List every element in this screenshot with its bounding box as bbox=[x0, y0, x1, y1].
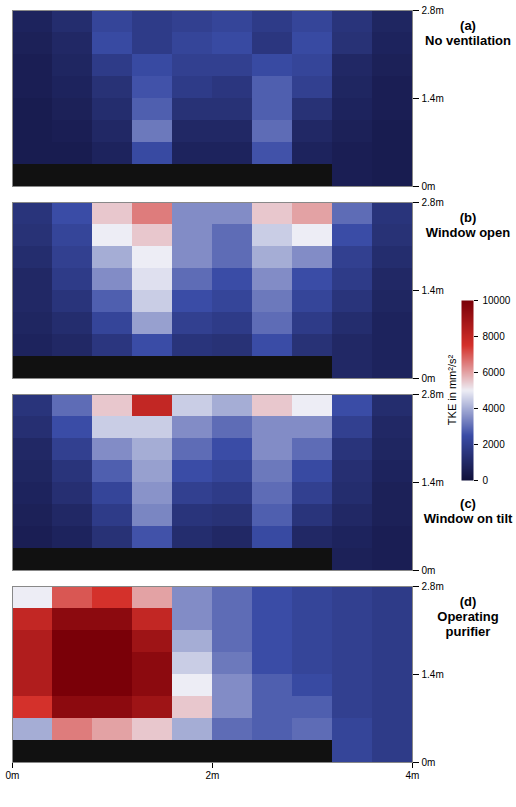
html-text:TKE in mm²/s²: TKE in mm²/s² bbox=[446, 354, 458, 426]
svg-text:8000: 8000 bbox=[483, 331, 506, 342]
svg-text:0m: 0m bbox=[422, 565, 436, 576]
svg-text:2.8m: 2.8m bbox=[422, 197, 444, 208]
svg-text:2000: 2000 bbox=[483, 439, 506, 450]
svg-text:2.8m: 2.8m bbox=[422, 389, 444, 400]
svg-text:10000: 10000 bbox=[483, 295, 511, 306]
svg-text:1.4m: 1.4m bbox=[422, 669, 444, 680]
svg-text:1.4m: 1.4m bbox=[422, 93, 444, 104]
svg-text:2m: 2m bbox=[206, 770, 220, 781]
html-text:(d): (d) bbox=[459, 594, 477, 609]
svg-text:0m: 0m bbox=[422, 757, 436, 768]
svg-text:0m: 0m bbox=[422, 181, 436, 192]
html-text:Window on tilt: Window on tilt bbox=[423, 511, 513, 526]
svg-text:0m: 0m bbox=[6, 770, 20, 781]
svg-text:0m: 0m bbox=[422, 373, 436, 384]
html-text:(c): (c) bbox=[460, 496, 476, 511]
svg-text:6000: 6000 bbox=[483, 367, 506, 378]
svg-text:1.4m: 1.4m bbox=[422, 285, 444, 296]
svg-text:1.4m: 1.4m bbox=[422, 477, 444, 488]
svg-text:4000: 4000 bbox=[483, 403, 506, 414]
svg-text:0: 0 bbox=[483, 475, 489, 486]
html-text:(a): (a) bbox=[460, 18, 476, 33]
html-text:(b): (b) bbox=[459, 210, 477, 225]
html-text:Operating purifier: Operating purifier bbox=[437, 609, 499, 639]
svg-text:2.8m: 2.8m bbox=[422, 5, 444, 16]
svg-text:4m: 4m bbox=[406, 770, 420, 781]
html-text:No ventilation: No ventilation bbox=[425, 33, 511, 48]
html-text:Window open: Window open bbox=[425, 225, 511, 240]
svg-text:2.8m: 2.8m bbox=[422, 581, 444, 592]
